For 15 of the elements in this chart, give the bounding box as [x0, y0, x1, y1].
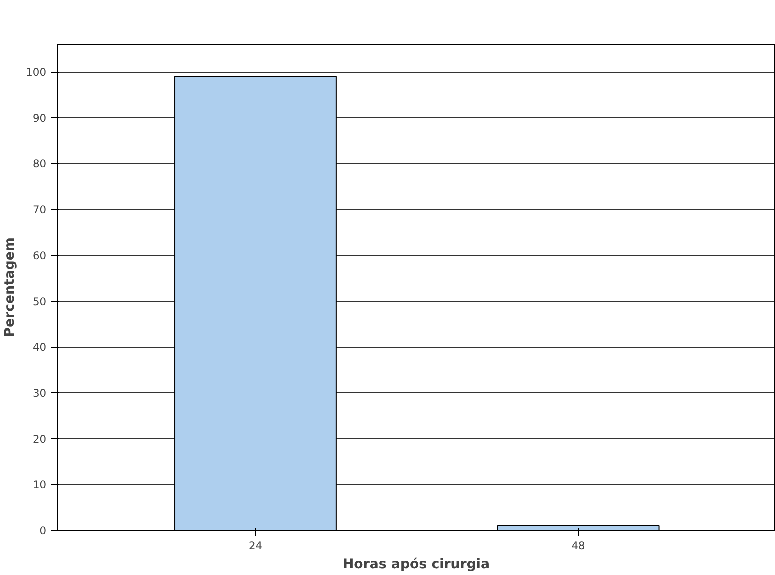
y-tick-label: 0: [40, 524, 47, 538]
y-tick-label: 100: [26, 66, 47, 80]
y-tick-label: 10: [32, 478, 47, 492]
y-tick-label: 50: [32, 295, 47, 308]
y-tick-label: 60: [32, 249, 47, 262]
y-tick-label: 90: [32, 112, 47, 125]
y-tick-label: 80: [32, 158, 47, 171]
x-tick-label: 48: [572, 540, 586, 552]
y-tick-label: 40: [32, 341, 47, 354]
x-tick-label: 24: [248, 540, 263, 552]
y-tick-label: 20: [32, 432, 47, 446]
y-tick-label: 30: [32, 386, 47, 400]
y-axis-title: Percentagem: [3, 238, 18, 338]
y-tick-label: 70: [32, 204, 47, 217]
x-axis-title: Horas após cirurgia: [343, 558, 490, 572]
